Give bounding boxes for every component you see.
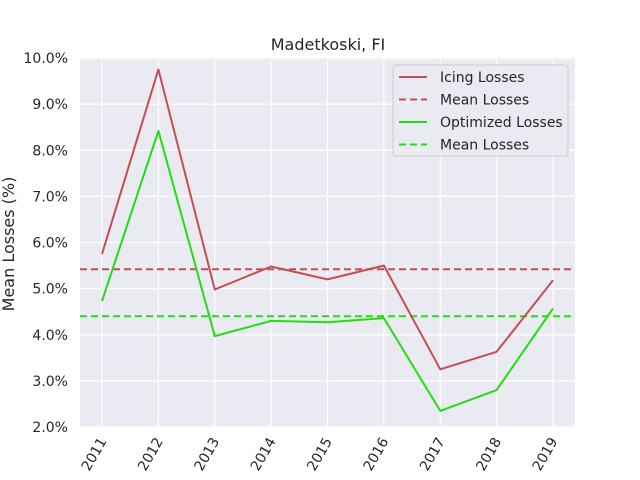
x-tick-label: 2017	[417, 435, 449, 474]
x-tick-label: 2012	[135, 435, 167, 474]
series-line-1	[101, 68, 554, 371]
y-tick-labels: 2.0% 3.0% 4.0% 5.0% 6.0% 7.0% 8.0% 9.0% 10.0%	[24, 51, 68, 436]
y-tick-label: 7.0%	[32, 189, 68, 205]
y-tick-label: 8.0%	[32, 143, 68, 159]
x-tick-labels: 2011 2012 2013 2014 2015 2016 2017 2018 2019	[79, 435, 562, 474]
y-tick-label: 10.0%	[24, 51, 68, 67]
grid-lines	[80, 57, 575, 428]
x-tick-label: 2016	[361, 435, 393, 474]
legend-items: Icing Losses Mean Losses Optimized Losses M…	[399, 70, 563, 154]
y-tick-label: 3.0%	[32, 374, 68, 390]
series-lines	[101, 68, 554, 412]
y-axis-label: Mean Losses (%)	[0, 177, 18, 312]
legend-label: Mean Losses	[440, 138, 529, 154]
legend-frame	[392, 64, 569, 157]
legend-label: Optimized Losses	[440, 115, 563, 131]
legend: Icing Losses Mean Losses Optimized Losses M…	[392, 64, 569, 157]
reference-lines	[80, 268, 575, 318]
x-tick-label: 2013	[192, 435, 224, 474]
legend-label: Mean Losses	[440, 93, 529, 109]
y-tick-label: 5.0%	[32, 282, 68, 298]
y-tick-label: 4.0%	[32, 328, 68, 344]
y-tick-label: 2.0%	[32, 420, 68, 436]
x-tick-label: 2014	[248, 435, 280, 474]
y-tick-label: 6.0%	[32, 236, 68, 252]
chart-title: Madetkoski, FI	[271, 35, 386, 54]
y-tick-label: 9.0%	[32, 97, 68, 113]
legend-label: Icing Losses	[440, 70, 525, 86]
x-tick-label: 2011	[79, 435, 111, 474]
series-line-2	[101, 129, 554, 412]
x-tick-label: 2015	[304, 435, 336, 474]
x-tick-label: 2018	[473, 435, 505, 474]
x-tick-label: 2019	[530, 435, 562, 474]
